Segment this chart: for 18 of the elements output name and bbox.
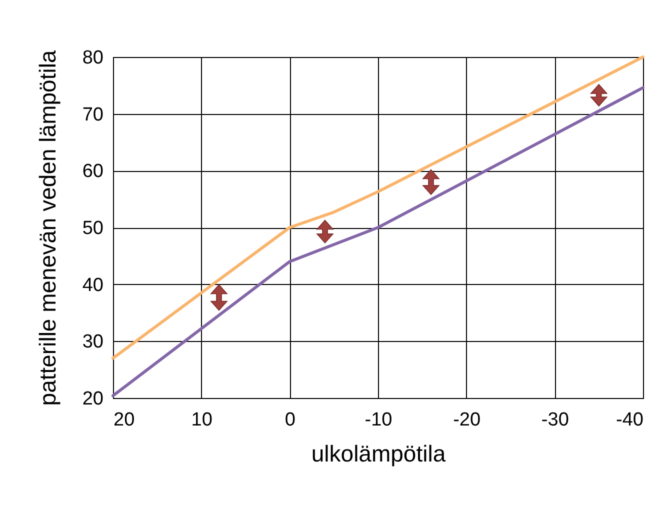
y-tick-label: 20 (82, 388, 104, 410)
x-tick-label: 20 (114, 410, 135, 430)
x-tick-label: 10 (191, 410, 212, 430)
line-series (112, 86, 644, 398)
x-tick-label: -10 (364, 410, 392, 430)
y-axis-title: patterille menevän veden lämpötila (34, 50, 60, 406)
x-tick-label: -40 (616, 410, 644, 430)
x-tick-label: 0 (284, 410, 296, 430)
y-tick-label: 30 (82, 332, 104, 353)
y-tick-label: 80 (82, 48, 104, 68)
y-tick-label: 50 (82, 218, 104, 239)
y-tick-label: 60 (82, 161, 104, 182)
x-axis-title: ulkolämpötila (311, 440, 446, 466)
y-tick-label: 70 (82, 104, 104, 126)
line-series (112, 56, 644, 360)
x-tick-label: -30 (541, 410, 569, 430)
x-tick-label: -20 (453, 410, 481, 430)
y-tick-label: 40 (82, 274, 104, 296)
